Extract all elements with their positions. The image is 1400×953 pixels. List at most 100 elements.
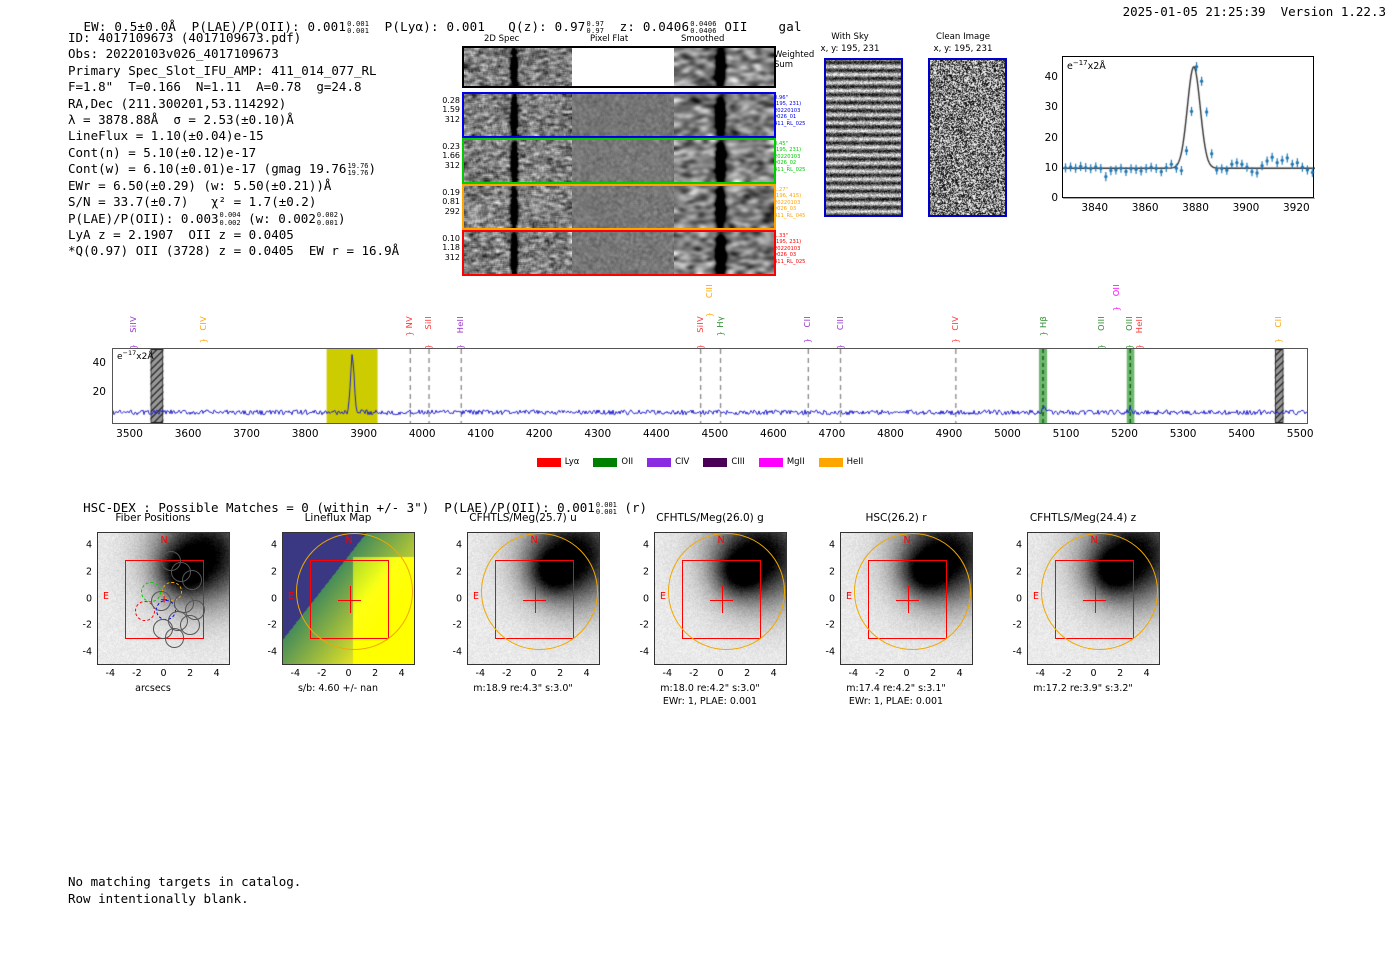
spec2d-row-right-meta: 0.96" (195, 231) 20220103 v026_01 411_RL_025 (774, 95, 806, 127)
linezoom-y-tick: 0 (1051, 192, 1058, 204)
fullspec-line-label: SiIV (694, 316, 705, 333)
fullspec-line-brace: } (197, 337, 208, 343)
imaging-y-tick: 4 (270, 539, 277, 551)
fullspec-x-tick: 3500 (116, 428, 143, 440)
imaging-y-tick: -2 (1012, 619, 1022, 631)
imaging-y-tick: 2 (270, 566, 277, 578)
linezoom-x-tick: 3840 (1081, 202, 1109, 214)
imaging-panel-caption: arcsecs (52, 683, 254, 696)
fullspec-x-tick: 3700 (233, 428, 260, 440)
fiber-aperture (161, 550, 182, 571)
fullspec-x-tick: 4600 (760, 428, 787, 440)
imaging-y-tick: 2 (642, 566, 649, 578)
fullspec-x-tick: 4400 (642, 428, 670, 440)
spec2d-row-right-meta: 1.33" (195, 231) 20220103 v026_03 411_RL_025 (774, 233, 806, 265)
legend-swatch (758, 457, 783, 467)
imaging-x-tick: -2 (132, 668, 142, 679)
source-info-block: ID: 4017109673 (4017109673.pdf) Obs: 202… (68, 30, 399, 260)
fullspec-x-tick: 5400 (1228, 428, 1255, 440)
imaging-panel-image[interactable]: N (282, 532, 415, 665)
fullspec-x-tick: 4300 (584, 428, 612, 440)
imaging-x-tick: 4 (956, 668, 963, 679)
info-q-classification: *Q(0.97) OII (3728) z = 0.0405 EW r = 16… (68, 243, 400, 259)
cutout-image-with-sky (824, 58, 903, 217)
imaging-x-tick: 2 (744, 668, 751, 679)
legend-label: MgII (786, 457, 805, 467)
fullspec-x-tick: 3600 (174, 428, 202, 440)
legend-label: Lyα (564, 457, 580, 467)
fullspec-y-tick: 40 (92, 356, 106, 369)
info-redshifts: LyA z = 2.1907 OII z = 0.0405 (68, 227, 294, 243)
spec2d-row-right-meta: 0.45" (195, 231) 20220103 v026_02 411_RL_025 (774, 141, 806, 173)
spec2d-col-title-2dspec: 2D Spec (484, 34, 520, 44)
imaging-panel-caption: m:18.0 re:4.2" s:3.0" EWr: 1, PLAE: 0.001 (609, 683, 811, 708)
imaging-x-tick: 0 (160, 668, 167, 679)
fullspec-x-tick: 5300 (1169, 428, 1197, 440)
spec2d-cell-blank (572, 48, 674, 86)
imaging-panel-image[interactable]: N (654, 532, 787, 665)
fullspec-line-brace: } (949, 337, 960, 343)
fullspec-line-brace: } (423, 343, 434, 350)
imaging-y-tick: -2 (267, 619, 277, 631)
compass-north: N (1090, 535, 1098, 546)
fullspec-line-brace: } (455, 343, 466, 350)
fullspec-y-tick: 20 (92, 386, 106, 399)
legend-swatch (703, 457, 728, 467)
imaging-x-tick: 2 (557, 668, 564, 679)
imaging-y-tick: 0 (270, 593, 277, 604)
spec2d-row-left-stats: 0.23 1.66 312 (442, 142, 460, 170)
fullspec-line-brace: } (404, 331, 415, 337)
spec2d-row-right-meta: 1.27" (196, 415) 20220103 v026_03 411_RL_045 (774, 187, 806, 219)
imaging-panel-image[interactable]: N (1027, 532, 1160, 665)
spec2d-cell-image (674, 140, 774, 182)
fullspec-x-tick: 4800 (877, 428, 904, 440)
fullspec-line-brace: } (694, 343, 705, 350)
fullspec-x-tick: 5500 (1286, 428, 1314, 440)
fullspec-line-brace: } (1096, 343, 1107, 350)
info-slot: Primary Spec_Slot_IFU_AMP: 411_014_077_R… (68, 62, 377, 78)
imaging-panel-caption: s/b: 4.60 +/- nan (237, 683, 439, 696)
legend-label: CIII (731, 457, 745, 467)
legend-item: HeII (818, 457, 863, 467)
imaging-y-tick: 2 (1015, 566, 1022, 578)
imaging-caption-line-1: m:17.2 re:3.9" s:3.2" (1033, 683, 1133, 694)
fullspec-line-label: OIII (1096, 316, 1107, 331)
fullspec-x-tick: 4200 (525, 428, 553, 440)
imaging-y-tick: -4 (452, 646, 462, 658)
imaging-x-tick: -2 (689, 668, 699, 679)
spec2d-exposure-row (462, 92, 776, 138)
imaging-panel-caption: m:18.9 re:4.3" s:3.0" (422, 683, 624, 696)
imaging-x-tick: 4 (213, 668, 220, 679)
effective-radius-ellipse (668, 533, 786, 651)
imaging-x-tick: 4 (583, 668, 590, 679)
fullspec-x-tick: 5100 (1052, 428, 1080, 440)
imaging-panel-image[interactable]: N (467, 532, 600, 665)
fullspec-line-label: HeII (455, 316, 466, 334)
imaging-panel-image[interactable]: N (840, 532, 973, 665)
compass-east: E (660, 590, 667, 602)
linezoom-y-tick: 30 (1044, 101, 1058, 114)
hsc-dex-match-line: HSC-DEX : Possible Matches = 0 (within +… (83, 500, 647, 516)
fullspec-line-label: OII (1110, 284, 1121, 297)
fullspec-line-brace: } (1134, 343, 1145, 350)
fiber-aperture (182, 569, 203, 590)
linezoom-y-tick: 20 (1044, 131, 1058, 144)
spec2d-cell-pixel-flat (572, 232, 674, 274)
fullspec-line-brace: } (704, 311, 714, 318)
target-marker: + (160, 591, 168, 606)
imaging-x-tick: 0 (717, 668, 724, 679)
linezoom-y-tick: 40 (1044, 71, 1058, 84)
spec2d-cell-pixel-flat (572, 140, 674, 182)
imaging-x-tick: 0 (1090, 668, 1097, 679)
compass-north: N (160, 535, 168, 546)
timestamp-version: 2025-01-05 21:25:39 Version 1.22.3 (1122, 4, 1386, 19)
imaging-panel-image[interactable]: + N (97, 532, 230, 665)
imaging-panel: Fiber Positions + N E 4 2 0 -2 -4 -4 -2 0 2 4 arcsecs (60, 512, 246, 732)
imaging-y-tick: -2 (82, 619, 92, 631)
info-lambda: λ = 3878.88Å σ = 2.53(±0.10)Å (68, 112, 294, 128)
fullspec-x-tick: 3800 (291, 428, 319, 440)
imaging-panel: CFHTLS/Meg(24.4) z N E 4 2 0 -2 -4 -4 -2 0 2 4 m:17.2… (990, 512, 1176, 732)
fullspec-line-label: CII (1272, 316, 1283, 328)
info-ftna: F=1.8" T=0.166 N=1.11 A=0.78 g=24.8 (68, 79, 362, 95)
imaging-x-tick: 0 (345, 668, 352, 679)
